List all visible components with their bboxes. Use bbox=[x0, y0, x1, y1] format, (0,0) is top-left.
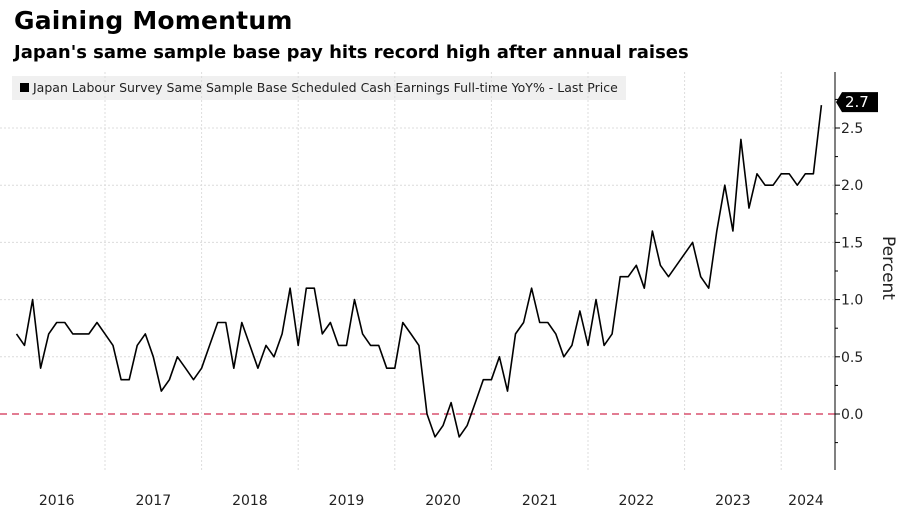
legend-swatch bbox=[20, 83, 29, 92]
chart-title: Gaining Momentum bbox=[14, 6, 293, 35]
x-tick-label: 2020 bbox=[425, 493, 461, 509]
x-tick-label: 2024 bbox=[788, 493, 824, 509]
x-tick-label: 2022 bbox=[618, 493, 654, 509]
y-tick-label: 2.0 bbox=[841, 178, 863, 194]
legend: Japan Labour Survey Same Sample Base Sch… bbox=[12, 76, 626, 100]
x-tick-label: 2023 bbox=[715, 493, 751, 509]
y-tick-label: 0.5 bbox=[841, 350, 863, 366]
legend-label: Japan Labour Survey Same Sample Base Sch… bbox=[33, 80, 618, 95]
x-tick-label: 2016 bbox=[39, 493, 75, 509]
last-price-tag bbox=[836, 92, 878, 113]
x-tick-label: 2019 bbox=[329, 493, 365, 509]
last-price-label: 2.7 bbox=[845, 93, 869, 111]
y-tick-label: 0.0 bbox=[841, 407, 863, 423]
series-line bbox=[15, 105, 823, 438]
x-tick-label: 2021 bbox=[522, 493, 558, 509]
y-tick-label: 1.5 bbox=[841, 235, 863, 251]
chart-subtitle: Japan's same sample base pay hits record… bbox=[14, 42, 689, 63]
y-axis-label: Percent bbox=[878, 236, 898, 300]
x-tick-label: 2017 bbox=[135, 493, 171, 509]
y-tick-label: 2.5 bbox=[841, 121, 863, 137]
x-tick-label: 2018 bbox=[232, 493, 268, 509]
y-tick-label: 1.0 bbox=[841, 293, 863, 309]
